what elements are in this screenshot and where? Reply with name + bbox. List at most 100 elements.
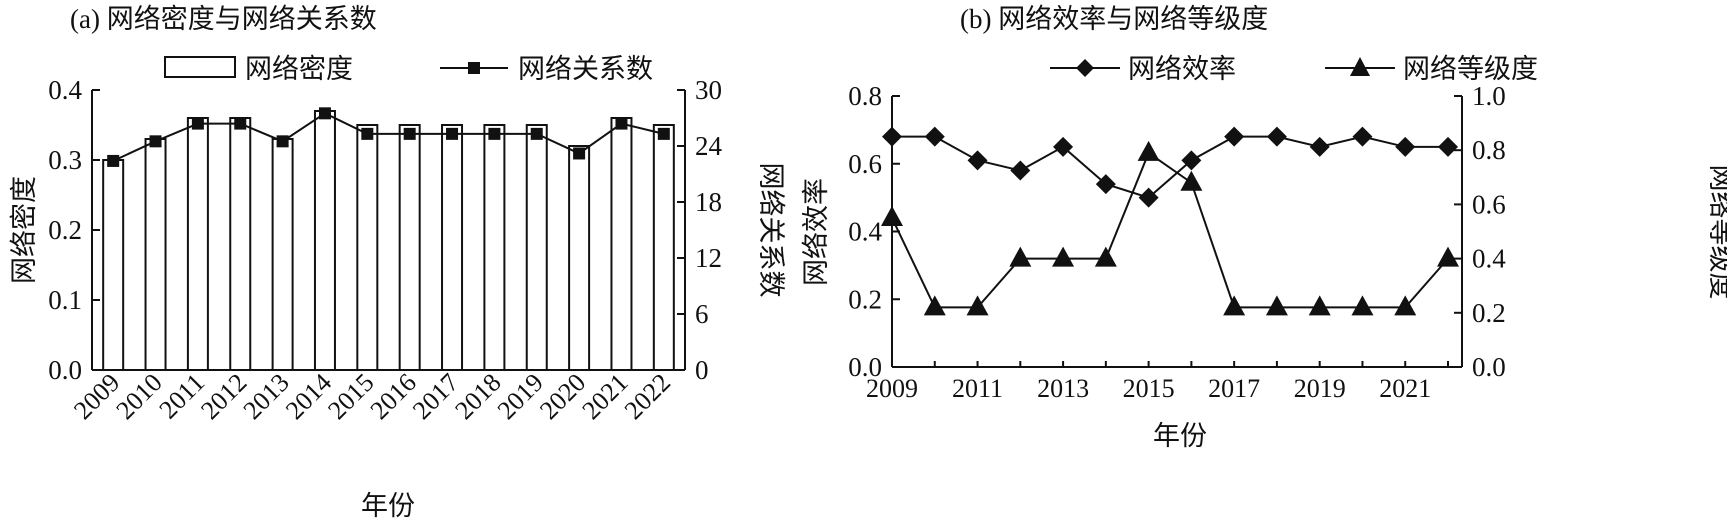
chart-a-y2tick-label: 18 — [695, 187, 722, 217]
density-bar-2009 — [102, 159, 125, 371]
chart-a-ytick-label: 0.2 — [48, 215, 82, 245]
efficiency-marker-2017 — [1224, 126, 1245, 147]
chart-b-ylabel: 网络效率 — [801, 178, 831, 286]
chart-a-xtick-label: 2010 — [111, 368, 168, 425]
hierarchy-marker-2022 — [1437, 246, 1459, 267]
chart-b-ytick-label: 0.2 — [848, 284, 882, 314]
relations-line — [112, 112, 665, 162]
chart-b-y2tick-label: 0.4 — [1472, 244, 1506, 274]
efficiency-marker-2014 — [1095, 174, 1116, 195]
chart-a-y2label: 网络关系数 — [756, 163, 786, 298]
chart-b-xtick-label: 2021 — [1379, 374, 1431, 403]
legend-a-relations: 网络关系数 — [518, 54, 653, 84]
relations-marker-2015 — [361, 127, 374, 140]
relations-marker-2010 — [149, 135, 162, 148]
chart-b-xtick-label: 2009 — [866, 374, 918, 403]
chart-a-ytick-label: 0.0 — [48, 355, 82, 385]
density-bar-2013 — [271, 138, 294, 371]
chart-a-y2tick-label: 24 — [695, 131, 723, 161]
chart-b-ytick-label: 0.0 — [848, 352, 882, 382]
chart-a-xtick-label: 2015 — [322, 368, 379, 425]
chart-b-xtick-label: 2015 — [1123, 374, 1175, 403]
relations-marker-2021 — [615, 117, 628, 130]
chart-a-xtick-label: 2021 — [576, 368, 633, 425]
chart-b-xtick-label: 2017 — [1208, 374, 1260, 403]
density-bar-2018 — [483, 124, 506, 371]
efficiency-marker-2018 — [1266, 126, 1287, 147]
efficiency-marker-2013 — [1053, 136, 1074, 157]
legend-b-triangle-marker — [1350, 57, 1370, 76]
chart-a-ytick-label: 0.3 — [48, 145, 82, 175]
chart-a-xtick-label: 2020 — [534, 368, 591, 425]
hierarchy-marker-2021 — [1394, 295, 1417, 316]
density-bar-2012 — [229, 117, 252, 371]
chart-b-ytick-label: 0.8 — [848, 81, 882, 111]
efficiency-marker-2011 — [967, 150, 988, 171]
chart-b-xtick-label: 2011 — [952, 374, 1003, 403]
chart-a-xlabel: 年份 — [361, 491, 415, 521]
hierarchy-marker-2019 — [1308, 295, 1331, 316]
chart-b-xtick-label: 2019 — [1294, 374, 1346, 403]
chart-a-ylabel: 网络密度 — [9, 176, 39, 284]
density-bar-2021 — [610, 117, 633, 371]
relations-marker-2016 — [403, 127, 416, 140]
hierarchy-marker-2017 — [1223, 295, 1246, 316]
relations-marker-2014 — [318, 107, 331, 120]
chart-b-y2tick-label: 0.6 — [1472, 189, 1506, 219]
density-bar-2019 — [525, 124, 548, 371]
efficiency-marker-2020 — [1352, 126, 1373, 147]
chart-b-ytick-label: 0.4 — [848, 217, 882, 247]
legend-a-density: 网络密度 — [245, 54, 353, 84]
hierarchy-marker-2014 — [1094, 246, 1117, 267]
legend-b-hierarchy: 网络等级度 — [1403, 54, 1538, 84]
relations-marker-2009 — [107, 154, 120, 167]
chart-b-y2tick-label: 0.0 — [1472, 352, 1506, 382]
relations-marker-2011 — [191, 117, 204, 130]
chart-a-y2tick-label: 0 — [695, 355, 709, 385]
hierarchy-marker-2012 — [1009, 246, 1032, 267]
chart-a-ytick-label: 0.1 — [48, 285, 82, 315]
chart-a-xtick-label: 2012 — [195, 368, 252, 425]
density-bar-2011 — [186, 117, 209, 371]
relations-marker-2012 — [234, 117, 247, 130]
legend-a-bar-swatch — [164, 56, 236, 78]
relations-marker-2018 — [488, 127, 501, 140]
hierarchy-marker-2020 — [1351, 295, 1374, 316]
chart-b-y2tick-label: 1.0 — [1472, 81, 1506, 111]
chart-a-xtick-label: 2011 — [154, 368, 211, 425]
density-bar-2022 — [652, 124, 675, 371]
chart-a-y2tick-label: 6 — [695, 299, 709, 329]
chart-a-xtick-label: 2022 — [619, 368, 676, 425]
density-bar-2017 — [441, 124, 464, 371]
relations-marker-2020 — [573, 147, 586, 160]
hierarchy-marker-2010 — [923, 295, 946, 316]
density-bar-2020 — [568, 145, 591, 371]
chart-b-y2tick-label: 0.8 — [1472, 135, 1506, 165]
efficiency-marker-2016 — [1181, 150, 1202, 171]
chart-a-y2tick-label: 12 — [695, 243, 722, 273]
chart-a-y2tick-label: 30 — [695, 75, 722, 105]
efficiency-marker-2010 — [924, 126, 945, 147]
efficiency-marker-2021 — [1395, 136, 1416, 157]
chart-a-xtick-label: 2013 — [238, 368, 295, 425]
density-bar-2015 — [356, 124, 379, 371]
hierarchy-marker-2013 — [1052, 246, 1075, 267]
chart-b-title: (b) 网络效率与网络等级度 — [960, 4, 1268, 34]
hierarchy-line — [891, 151, 1449, 309]
efficiency-marker-2009 — [882, 126, 902, 147]
chart-b-y2tick-label: 0.2 — [1472, 298, 1506, 328]
efficiency-marker-2012 — [1010, 160, 1031, 181]
chart-a-xtick-label: 2014 — [280, 368, 337, 425]
chart-b-ytick-label: 0.6 — [848, 149, 882, 179]
chart-b-xlabel: 年份 — [1153, 421, 1207, 451]
hierarchy-marker-2009 — [881, 205, 903, 226]
density-bar-2014 — [313, 110, 336, 371]
chart-a-xtick-label: 2017 — [407, 368, 464, 425]
hierarchy-marker-2018 — [1265, 295, 1288, 316]
efficiency-marker-2022 — [1438, 136, 1458, 157]
legend-b-diamond-marker — [1076, 59, 1094, 77]
chart-b-y2label: 网络等级度 — [1706, 165, 1727, 300]
hierarchy-marker-2011 — [966, 295, 989, 316]
